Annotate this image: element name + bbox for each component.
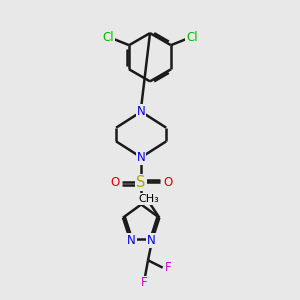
Text: O: O [163, 176, 172, 189]
Text: Cl: Cl [102, 31, 114, 44]
Text: F: F [141, 277, 148, 290]
Text: S: S [136, 175, 146, 190]
Text: N: N [137, 105, 146, 118]
Text: F: F [165, 261, 171, 274]
Text: N: N [127, 234, 136, 247]
Text: Cl: Cl [186, 31, 198, 44]
Text: CH₃: CH₃ [139, 194, 159, 204]
Text: N: N [147, 234, 155, 247]
Text: O: O [110, 176, 119, 189]
Text: N: N [137, 151, 146, 164]
